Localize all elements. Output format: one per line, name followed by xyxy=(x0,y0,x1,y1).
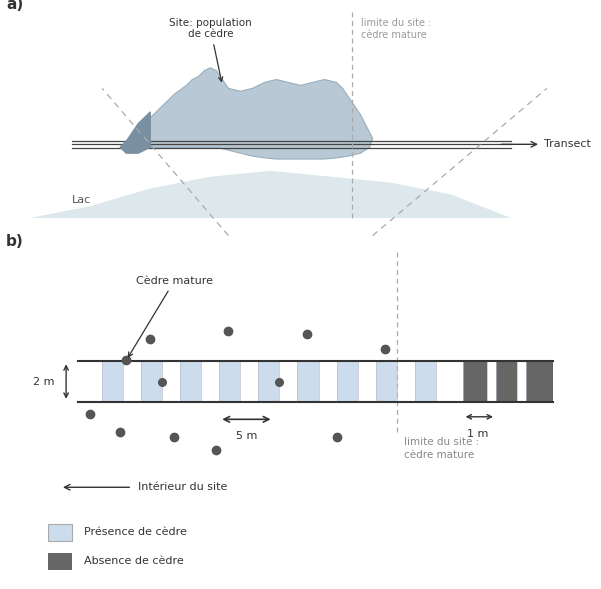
Bar xyxy=(415,362,436,402)
Text: a): a) xyxy=(6,0,23,12)
Bar xyxy=(48,524,72,541)
Text: 2 m: 2 m xyxy=(32,376,54,386)
Bar xyxy=(297,362,319,402)
Text: 1 m: 1 m xyxy=(467,429,489,439)
Polygon shape xyxy=(30,171,511,218)
Bar xyxy=(102,362,123,402)
Text: Transect: Transect xyxy=(544,140,591,149)
Polygon shape xyxy=(120,112,150,153)
Text: b): b) xyxy=(6,234,24,249)
Bar xyxy=(180,362,201,402)
Text: Intérieur du site: Intérieur du site xyxy=(138,482,228,492)
Text: limite du site :
cèdre mature: limite du site : cèdre mature xyxy=(404,437,479,460)
Polygon shape xyxy=(120,68,373,159)
Bar xyxy=(48,552,72,570)
Bar xyxy=(141,362,162,402)
Text: Cèdre mature: Cèdre mature xyxy=(129,276,213,357)
Text: 5 m: 5 m xyxy=(236,432,257,441)
Text: Absence de cèdre: Absence de cèdre xyxy=(84,556,184,566)
Bar xyxy=(337,362,358,402)
Bar xyxy=(376,362,397,402)
Text: Lac: Lac xyxy=(72,195,91,205)
Text: Présence de cèdre: Présence de cèdre xyxy=(84,527,187,537)
Bar xyxy=(526,362,553,402)
Bar xyxy=(463,362,487,402)
Text: limite du site :
cèdre mature: limite du site : cèdre mature xyxy=(361,18,431,40)
Bar xyxy=(258,362,279,402)
Bar xyxy=(219,362,240,402)
Text: Site: population
de cèdre: Site: population de cèdre xyxy=(169,18,252,81)
Bar xyxy=(496,362,517,402)
